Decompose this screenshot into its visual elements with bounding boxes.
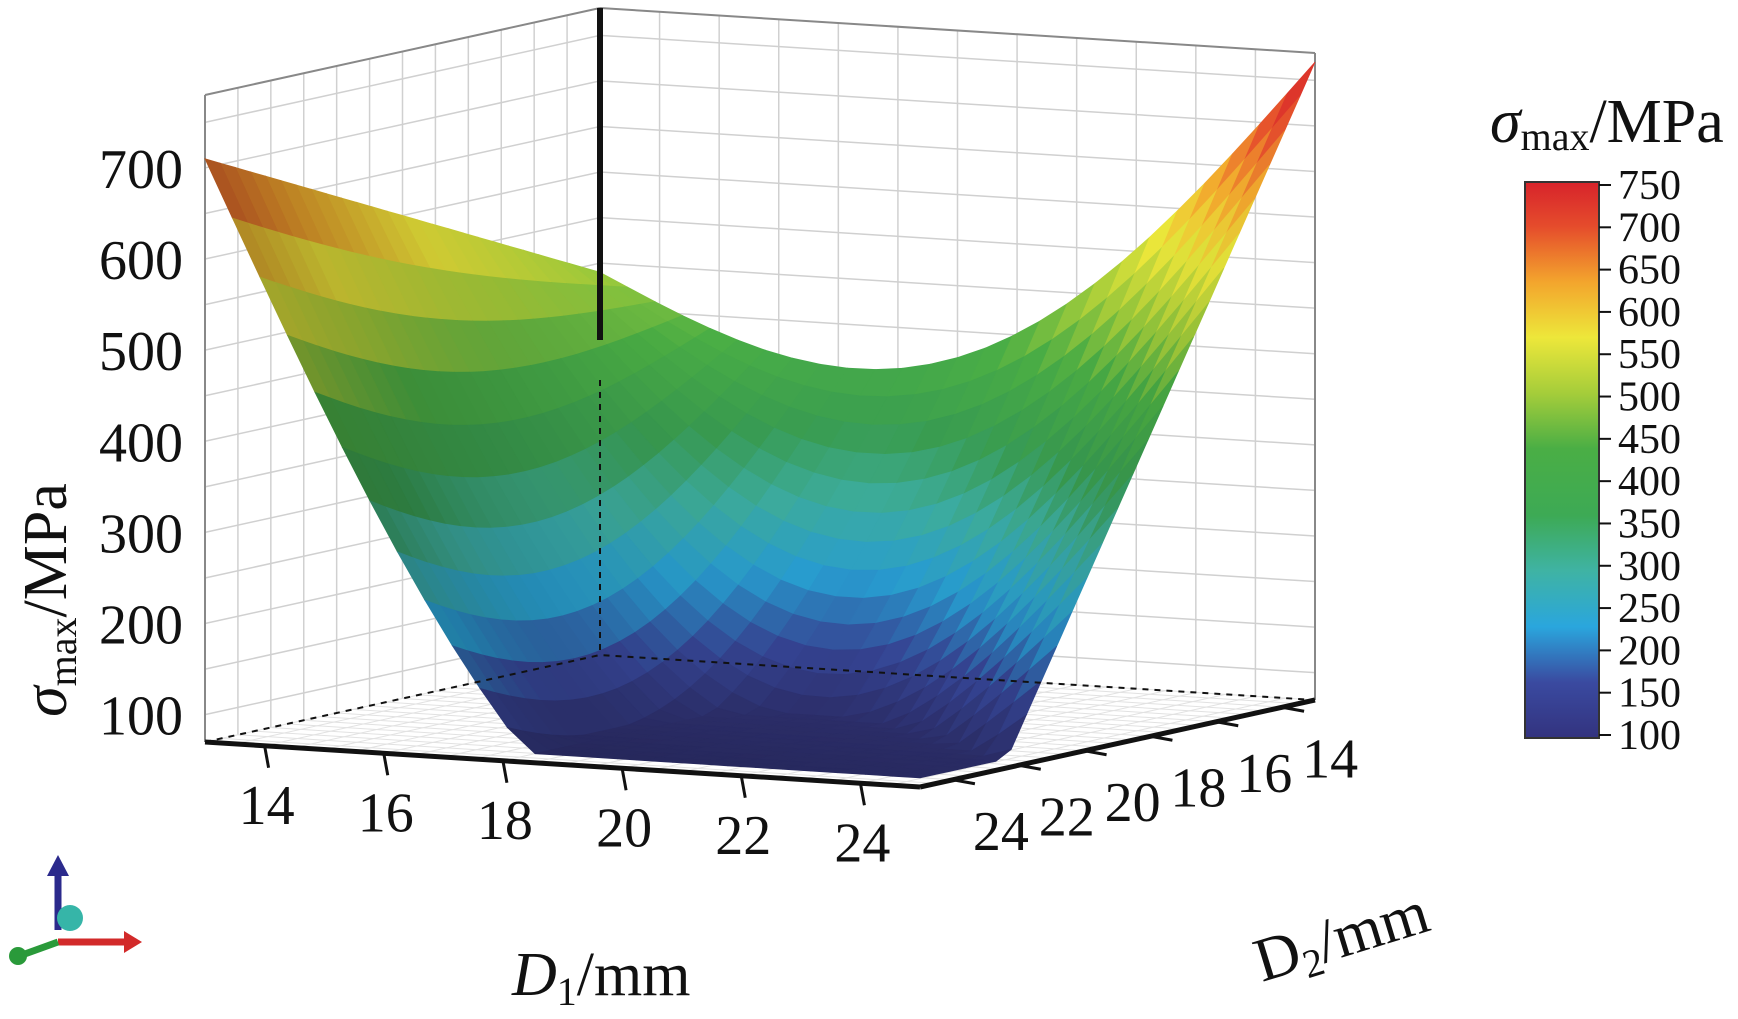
d2-tick-label: 14 (1302, 728, 1358, 790)
d2-tick-label: 22 (1039, 786, 1095, 848)
z-tick-label: 600 (99, 230, 183, 292)
colorbar-tick-label: 100 (1618, 713, 1681, 759)
z-tick-label: 700 (99, 139, 183, 201)
d2-tick-label: 20 (1105, 772, 1161, 834)
d2-tick-label: 24 (973, 801, 1029, 863)
y-axis-title-unit: /mm (1308, 878, 1437, 976)
colorbar-title-symbol: σ (1490, 88, 1523, 156)
colorbar-tick-label: 200 (1618, 628, 1681, 674)
z-axis-ticks: 100 200 300 400 500 600 700 (99, 139, 183, 748)
colorbar-tick-label: 500 (1618, 375, 1681, 421)
colorbar-title-sub: max (1521, 114, 1590, 159)
colorbar-tick-label: 750 (1618, 163, 1681, 209)
d1-tick-label: 22 (715, 805, 771, 867)
x-axis-title-sub: 1 (557, 969, 577, 1014)
x-axis-title: D1/mm (511, 941, 690, 1014)
x-axis-title-symbol: D (511, 941, 557, 1009)
colorbar (1524, 181, 1600, 739)
z-tick-label: 300 (99, 503, 183, 565)
z-axis-title-unit: /MPa (12, 483, 80, 617)
colorbar-ticks: 7507006506005505004504003503002502001501… (1599, 163, 1681, 759)
axis-orientation-triad-icon (9, 855, 142, 965)
d2-tick-label: 18 (1170, 757, 1226, 819)
z-tick-label: 500 (99, 321, 183, 383)
colorbar-tick-label: 700 (1618, 205, 1681, 251)
z-tick-label: 200 (99, 595, 183, 657)
d1-tick-label: 24 (834, 812, 890, 874)
colorbar-tick-label: 150 (1618, 671, 1681, 717)
colorbar-tick-label: 550 (1618, 332, 1681, 378)
colorbar-tick-label: 250 (1618, 586, 1681, 632)
d1-tick-label: 14 (239, 775, 295, 837)
surface-patch (892, 772, 936, 779)
z-axis-title: σmax/MPa (12, 483, 85, 717)
colorbar-tick-label: 400 (1618, 459, 1681, 505)
surface-mesh (204, 61, 1316, 779)
axis-box-edges (204, 8, 1316, 790)
d1-tick-label: 16 (358, 782, 414, 844)
x-axis-title-unit: /mm (577, 941, 691, 1009)
colorbar-tick-label: 350 (1618, 501, 1681, 547)
z-tick-label: 400 (99, 412, 183, 474)
y-axis-title: D2/mm (1246, 878, 1438, 1000)
colorbar-title-unit: /MPa (1589, 88, 1723, 156)
y-axis-title-symbol: D (1246, 917, 1309, 995)
d1-tick-label: 18 (477, 790, 533, 852)
colorbar-tick-label: 300 (1618, 544, 1681, 590)
x-axis-ticks: 14 16 18 20 22 24 (239, 745, 890, 874)
colorbar-tick-label: 450 (1618, 417, 1681, 463)
d2-tick-label: 16 (1236, 743, 1292, 805)
z-axis-title-symbol: σ (12, 684, 80, 717)
colorbar-tick-label: 600 (1618, 290, 1681, 336)
colorbar-tick-label: 650 (1618, 248, 1681, 294)
z-axis-title-sub: max (40, 617, 85, 686)
d1-tick-label: 20 (596, 797, 652, 859)
colorbar-title: σmax/MPa (1490, 88, 1724, 159)
surface-patch (1271, 61, 1316, 129)
z-tick-label: 100 (99, 686, 183, 748)
